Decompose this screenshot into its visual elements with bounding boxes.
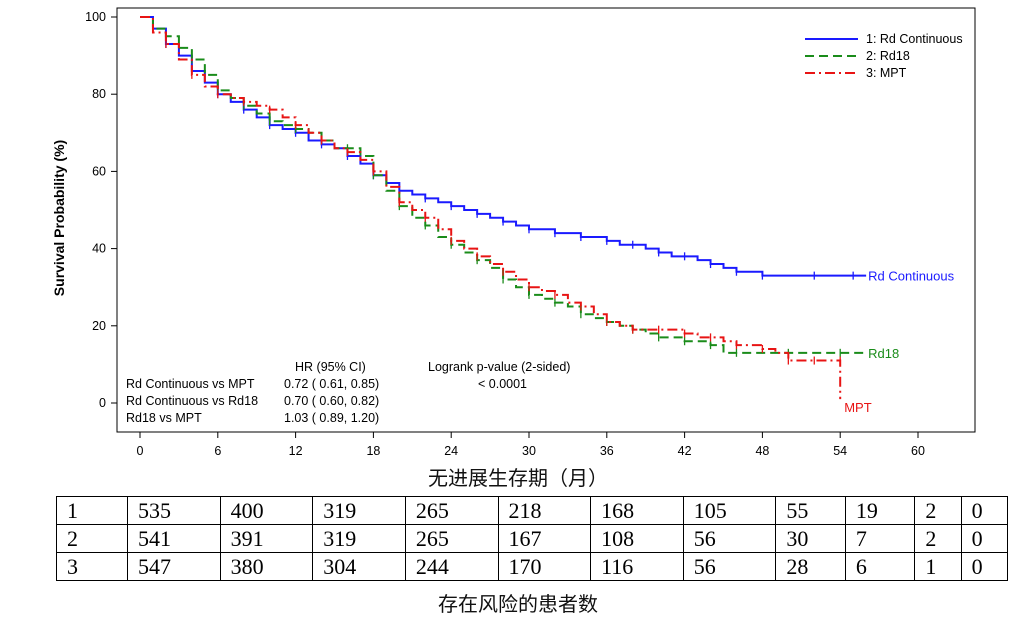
- series-line: [140, 16, 842, 400]
- table-cell: 7: [844, 524, 916, 553]
- table-row: 1 535 400 319 265 218 168 105 55 19 2 0: [56, 496, 1009, 525]
- y-tick-label: 60: [92, 164, 106, 178]
- table-cell: 0: [960, 552, 1009, 581]
- table-cell: 218: [497, 496, 592, 525]
- y-tick-label: 100: [85, 10, 106, 24]
- hr-row-value: 1.03 ( 0.89, 1.20): [284, 411, 379, 425]
- table-cell: 56: [682, 524, 777, 553]
- hr-row-label: Rd Continuous vs MPT: [126, 377, 255, 391]
- legend: 1: Rd Continuous 2: Rd18 3: MPT: [805, 32, 963, 80]
- legend-label: 1: Rd Continuous: [866, 32, 963, 46]
- x-tick-label: 18: [366, 444, 380, 458]
- plot-frame: [116, 7, 976, 433]
- x-tick-label: 48: [755, 444, 769, 458]
- series-line: [140, 16, 867, 354]
- table-cell: 105: [682, 496, 777, 525]
- logrank-header: Logrank p-value (2-sided): [428, 360, 570, 374]
- table-cell: 108: [590, 524, 684, 553]
- table-cell: 265: [404, 496, 499, 525]
- rd-continuous-end-label: Rd Continuous: [868, 269, 954, 284]
- table-cell: 0: [960, 524, 1009, 553]
- hr-row-value: 0.70 ( 0.60, 0.82): [284, 394, 379, 408]
- table-cell: 1: [914, 552, 962, 581]
- table-cell: 19: [844, 496, 916, 525]
- table-cell: 2: [914, 524, 962, 553]
- curve-end-labels: Rd Continuous Rd18 MPT: [844, 269, 954, 416]
- mpt-end-label: MPT: [844, 400, 872, 415]
- hr-row-value: 0.72 ( 0.61, 0.85): [284, 377, 379, 391]
- hr-row-label: Rd Continuous vs Rd18: [126, 394, 258, 408]
- table-cell: 0: [960, 496, 1009, 525]
- table-cell: 400: [219, 496, 314, 525]
- table-cell: 55: [775, 496, 846, 525]
- y-tick-label: 80: [92, 87, 106, 101]
- legend-label: 2: Rd18: [866, 49, 910, 63]
- table-row: 3 547 380 304 244 170 116 56 28 6 1 0: [56, 552, 1009, 581]
- table-cell: 244: [404, 552, 499, 581]
- hr-annotation: HR (95% CI) Logrank p-value (2-sided) < …: [126, 360, 570, 425]
- table-cell: 535: [127, 496, 221, 525]
- table-cell: 380: [219, 552, 314, 581]
- risk-table: 1 535 400 319 265 218 168 105 55 19 2 0 …: [56, 496, 1009, 581]
- x-tick-label: 0: [137, 444, 144, 458]
- table-cell: 56: [682, 552, 777, 581]
- table-cell: 28: [775, 552, 846, 581]
- table-cell: 391: [219, 524, 314, 553]
- x-axis-label: 无进展生存期（月）: [428, 466, 608, 490]
- table-cell: 319: [312, 496, 406, 525]
- x-tick-label: 54: [833, 444, 847, 458]
- table-cell: 167: [497, 524, 592, 553]
- y-axis-label: Survival Probability (%): [51, 140, 67, 296]
- table-row: 2 541 391 319 265 167 108 56 30 7 2 0: [56, 524, 1009, 553]
- table-cell: 2: [914, 496, 962, 525]
- table-cell: 319: [312, 524, 406, 553]
- table-cell: 547: [127, 552, 221, 581]
- axis-ticks: 0 6 12 18 24 30 36 42 48 54 60 0 20 40 60 80 100: [85, 10, 925, 458]
- y-tick-label: 20: [92, 319, 106, 333]
- logrank-value: < 0.0001: [478, 377, 527, 391]
- x-tick-label: 36: [600, 444, 614, 458]
- x-tick-label: 42: [678, 444, 692, 458]
- table-cell: 30: [775, 524, 846, 553]
- survival-curves: [140, 16, 867, 400]
- table-cell: 541: [127, 524, 221, 553]
- y-tick-label: 40: [92, 242, 106, 256]
- table-cell: 304: [312, 552, 406, 581]
- table-cell: 6: [844, 552, 916, 581]
- x-tick-label: 30: [522, 444, 536, 458]
- table-cell: 1: [56, 496, 128, 525]
- table-cell: 116: [590, 552, 684, 581]
- x-tick-label: 60: [911, 444, 925, 458]
- table-cell: 170: [497, 552, 592, 581]
- risk-table-title: 存在风险的患者数: [438, 592, 598, 616]
- legend-label: 3: MPT: [866, 66, 907, 80]
- hr-header: HR (95% CI): [295, 360, 366, 374]
- rd18-end-label: Rd18: [868, 346, 899, 361]
- x-tick-label: 12: [289, 444, 303, 458]
- km-chart: 0 6 12 18 24 30 36 42 48 54 60 0 20 40 60 80 100 Surviva…: [51, 7, 976, 458]
- y-tick-label: 0: [99, 396, 106, 410]
- series-line: [140, 16, 867, 277]
- table-cell: 168: [590, 496, 684, 525]
- x-tick-label: 24: [444, 444, 458, 458]
- hr-row-label: Rd18 vs MPT: [126, 411, 202, 425]
- table-cell: 3: [56, 552, 128, 581]
- table-cell: 265: [404, 524, 499, 553]
- x-tick-label: 6: [214, 444, 221, 458]
- table-cell: 2: [56, 524, 128, 553]
